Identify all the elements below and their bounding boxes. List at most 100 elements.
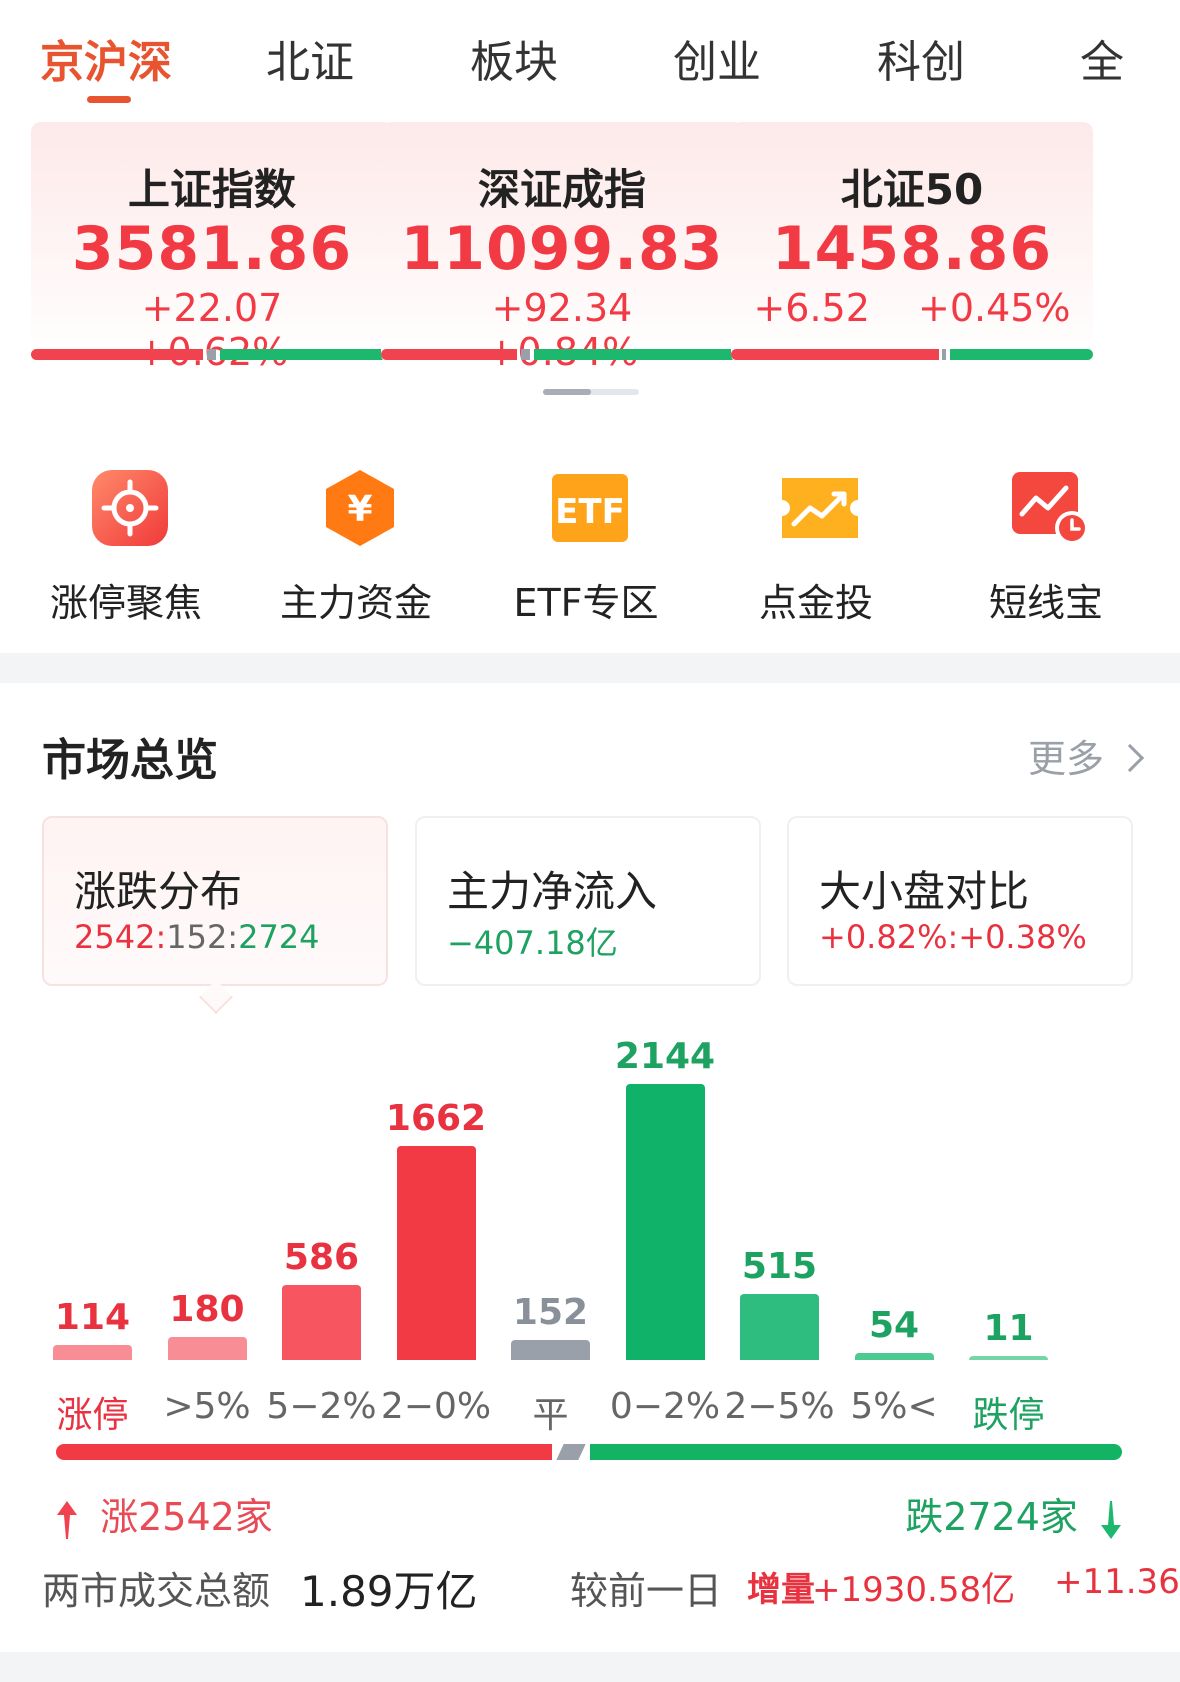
- tab-kechuang[interactable]: 科创: [877, 37, 965, 88]
- index-change-pct: +0.45%: [917, 286, 1071, 330]
- shortcut-zhangting[interactable]: 涨停聚焦: [11, 466, 241, 626]
- breadth-bar-up: [31, 349, 203, 360]
- shortcut-etf[interactable]: ETF ETF专区: [471, 466, 701, 626]
- shortcut-label: 点金投: [758, 581, 873, 625]
- chart-category-label: 5−2%: [266, 1386, 377, 1427]
- active-tab-indicator: [87, 96, 131, 103]
- chart-bar: [282, 1284, 361, 1360]
- card-value: −407.18亿: [447, 924, 618, 962]
- more-link[interactable]: 更多: [1027, 728, 1145, 783]
- index-card-beizheng50[interactable]: 北证50 1458.86 +6.52 +0.45%: [731, 122, 1093, 364]
- turnover-row: 两市成交总额 1.89万亿 较前一日 增量 +1930.58亿 +11.36%: [42, 1558, 1180, 1618]
- chart-category-label: 0−2%: [609, 1386, 721, 1427]
- index-change: +22.07: [141, 286, 283, 330]
- tab-quan[interactable]: 全: [1080, 37, 1124, 88]
- shortcut-zhuli-zijin[interactable]: ¥ 主力资金: [241, 466, 471, 626]
- market-tabs: 京沪深 北证 板块 创业 科创 全: [0, 0, 1180, 110]
- chart-clock-icon: [1012, 472, 1089, 545]
- shortcut-label: 主力资金: [279, 581, 432, 625]
- breadth-bar: [31, 349, 393, 360]
- card-value: 2542:152:2724: [74, 918, 320, 956]
- index-change-row: +92.34 +0.84%: [381, 286, 743, 374]
- carousel-pager: [543, 389, 639, 395]
- yuan-hexagon-icon: ¥: [326, 470, 394, 546]
- chart-bar-value: 180: [169, 1288, 245, 1330]
- up-count-label: 涨2542家: [100, 1495, 273, 1539]
- ratio-bar-up: [56, 1444, 553, 1460]
- chart-bar: [53, 1345, 132, 1360]
- chart-bar: [969, 1356, 1048, 1360]
- chart-bar-value: 586: [283, 1236, 360, 1278]
- target-icon: [92, 470, 168, 546]
- card-daxiaopan-duibi[interactable]: 大小盘对比 +0.82%:+0.38%: [787, 816, 1133, 986]
- chart-bar: [396, 1146, 476, 1360]
- compare-label: 较前一日: [570, 1569, 723, 1613]
- breadth-bar-down: [534, 349, 743, 360]
- chart-bar-value: 114: [54, 1297, 131, 1339]
- distribution-chart: 114 涨停 180 >5% 586 5−2% 1662 2−0% 152 平 2144 0−2% 51…: [0, 1010, 1180, 1436]
- carousel-pager-active: [543, 389, 591, 395]
- card-value-down: 2724: [238, 918, 320, 956]
- trend-ticket-icon: [782, 478, 858, 538]
- chart-category-label: 平: [532, 1395, 569, 1436]
- card-zhuli-jingliuru[interactable]: 主力净流入 −407.18亿: [415, 816, 761, 986]
- svg-text:¥: ¥: [347, 489, 372, 530]
- tab-bankuai[interactable]: 板块: [470, 37, 558, 88]
- breadth-bar-flat: [207, 349, 216, 360]
- chart-bar: [167, 1336, 247, 1360]
- tab-chuangye[interactable]: 创业: [673, 37, 761, 88]
- shortcut-label: 短线宝: [988, 581, 1103, 625]
- breadth-bar-flat: [521, 349, 530, 360]
- chart-bar-value: 1662: [385, 1098, 487, 1140]
- chart-category-label: >5%: [163, 1386, 251, 1427]
- shortcut-dianjintou[interactable]: 点金投: [701, 466, 931, 626]
- chevron-right-icon: [1115, 743, 1145, 773]
- chart-bar: [740, 1293, 819, 1360]
- bottom-divider: [0, 1652, 1180, 1682]
- breadth-bar: [731, 349, 1093, 360]
- index-card-shanghai[interactable]: 上证指数 3581.86 +22.07 +0.62%: [31, 122, 393, 374]
- turnover-label: 两市成交总额: [42, 1569, 271, 1613]
- ratio-bar-down: [590, 1444, 1122, 1460]
- chart-bar: [511, 1340, 590, 1360]
- compare-tag: 增量: [747, 1570, 815, 1610]
- section-title: 市场总览: [42, 735, 218, 786]
- up-count: 涨2542家: [56, 1486, 273, 1541]
- shortcut-label: ETF专区: [513, 581, 659, 625]
- card-zhangdie-fenbu[interactable]: 涨跌分布 2542:152:2724: [42, 816, 388, 986]
- etf-icon: ETF: [552, 474, 628, 542]
- down-count-label: 跌2724家: [905, 1495, 1078, 1539]
- card-title: 主力净流入: [447, 867, 658, 916]
- index-change-row: +6.52 +0.45%: [731, 286, 1093, 330]
- arrow-down-icon: [1101, 1500, 1121, 1539]
- card-value-up: 2542:: [74, 918, 167, 956]
- breadth-bar-down: [950, 349, 1093, 360]
- chart-bar-value: 515: [741, 1245, 818, 1287]
- turnover-value: 1.89万亿: [300, 1567, 478, 1616]
- up-down-ratio-bar: [56, 1444, 1122, 1460]
- index-change: +6.52: [753, 286, 870, 330]
- index-name: 上证指数: [127, 165, 296, 214]
- chart-category-label: 2−0%: [380, 1386, 492, 1427]
- shortcut-label: 涨停聚焦: [49, 581, 202, 625]
- compare-pct: +11.36%: [1054, 1562, 1180, 1602]
- card-title: 大小盘对比: [819, 867, 1030, 916]
- chart-bar-value: 152: [512, 1292, 589, 1334]
- more-label: 更多: [1027, 737, 1104, 781]
- index-card-shenzhen[interactable]: 深证成指 11099.83 +92.34 +0.84%: [381, 122, 743, 374]
- index-value: 3581.86: [71, 214, 353, 284]
- shortcut-duanxianbao[interactable]: 短线宝: [931, 466, 1161, 626]
- card-value-flat: 152:: [166, 918, 239, 956]
- index-change: +92.34: [491, 286, 633, 330]
- ratio-bar-flat: [556, 1444, 586, 1460]
- card-value: +0.82%:+0.38%: [819, 918, 1087, 956]
- index-value: 11099.83: [400, 214, 724, 284]
- tab-jinghushen[interactable]: 京沪深: [40, 37, 172, 88]
- breadth-bar-down: [220, 349, 393, 360]
- section-divider: [0, 653, 1180, 683]
- chart-bar: [854, 1353, 934, 1360]
- compare-value: +1930.58亿: [812, 1570, 1016, 1610]
- tab-beizheng[interactable]: 北证: [266, 37, 354, 88]
- chart-bar-value: 11: [983, 1308, 1034, 1349]
- chart-category-label: 5%<: [850, 1386, 938, 1427]
